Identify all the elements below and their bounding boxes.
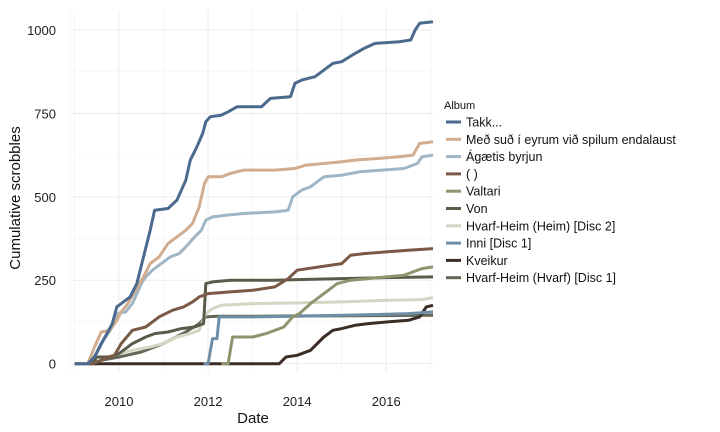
y-tick-label: 250	[34, 273, 56, 288]
legend-label: Ágætis byrjun	[466, 149, 542, 164]
y-tick-label: 0	[49, 357, 56, 372]
legend-label: ( )	[466, 167, 478, 181]
legend-label: Von	[466, 202, 488, 216]
series-line	[74, 247, 434, 366]
y-tick-label: 500	[34, 190, 56, 205]
series-line	[74, 140, 434, 366]
y-tick-label: 1000	[27, 23, 56, 38]
x-axis-title: Date	[237, 410, 269, 427]
legend-label: Með suð í eyrum við spilum endalaust	[466, 133, 676, 147]
legend: Album Takk... Með suð í eyrum við spilum …	[444, 100, 676, 285]
series-line	[74, 303, 434, 366]
legend-label: Hvarf-Heim (Hvarf) [Disc 1]	[466, 271, 616, 285]
legend-label: Inni [Disc 1]	[466, 237, 531, 251]
x-tick-label: 2014	[283, 394, 312, 409]
legend-label: Kveikur	[466, 254, 508, 268]
y-tick-label: 750	[34, 106, 56, 121]
legend-label: Hvarf-Heim (Heim) [Disc 2]	[466, 219, 615, 233]
series-line	[203, 310, 434, 366]
grid	[69, 10, 433, 372]
series-line	[221, 265, 434, 366]
x-tick-label: 2010	[105, 394, 134, 409]
legend-label: Takk...	[466, 116, 502, 130]
series-line	[74, 20, 434, 366]
x-tick-label: 2012	[194, 394, 223, 409]
legend-title: Album	[444, 100, 475, 112]
legend-label: Valtari	[466, 185, 501, 199]
x-tick-label: 2016	[372, 394, 401, 409]
y-axis-title: Cumulative scrobbles	[7, 126, 24, 269]
series-lines	[74, 20, 434, 366]
tick-labels: 2010 2012 2014 2016 0 250 500 750 1000	[27, 23, 401, 409]
